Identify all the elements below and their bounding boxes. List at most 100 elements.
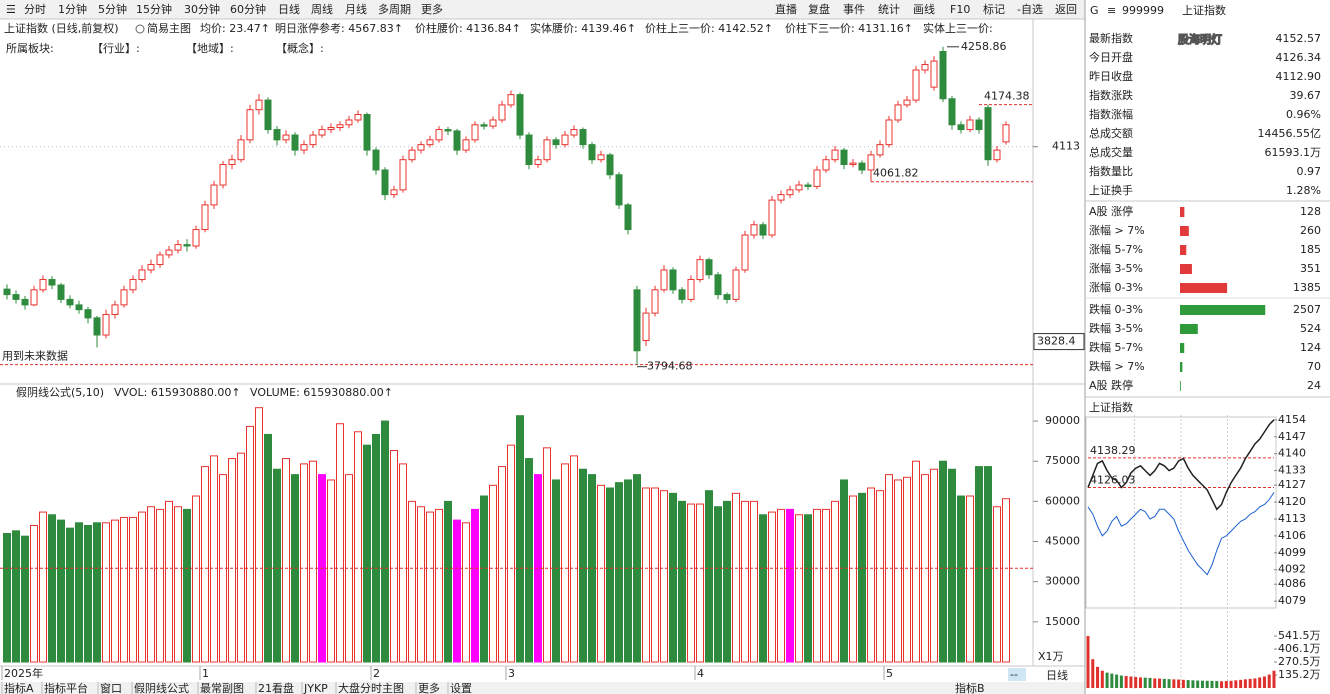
candle-body: [525, 134, 533, 165]
candle-body: [75, 304, 83, 311]
mini-volume-bar: [1200, 680, 1204, 688]
stat-value: 14456.55亿: [1258, 127, 1322, 140]
volume-bar: [831, 500, 839, 663]
volume-bar: [894, 479, 902, 663]
indicator-value: 实体腰价: 4139.46↑: [530, 21, 636, 35]
chart-mode[interactable]: 简易主图: [147, 21, 191, 35]
candle-body: [939, 51, 947, 100]
bottom-tab[interactable]: JYKP: [303, 682, 328, 694]
toolbar-button[interactable]: F10: [950, 3, 970, 16]
volume-bar: [201, 466, 209, 663]
candle-body: [678, 289, 686, 300]
period-tab[interactable]: 分时: [24, 3, 46, 16]
breadth-bar: [1180, 245, 1187, 255]
volume-bar: [741, 500, 749, 663]
volume-bar: [444, 500, 452, 663]
volume-bar: [102, 522, 110, 663]
period-tab[interactable]: 日线: [278, 2, 300, 16]
volume-bar: [30, 524, 38, 663]
bottom-tab[interactable]: 指标A: [4, 681, 34, 694]
mode-icon[interactable]: [135, 24, 145, 34]
breadth-count: 128: [1300, 205, 1321, 218]
candle-body: [624, 204, 632, 231]
candle-body: [201, 204, 209, 231]
stat-value: 4152.57: [1276, 32, 1322, 45]
candle-body: [345, 119, 353, 126]
toolbar-button[interactable]: -自选: [1017, 3, 1043, 16]
toolbar-button[interactable]: 画线: [913, 2, 935, 16]
period-tab[interactable]: 5分钟: [98, 2, 127, 16]
volume-bar: [651, 487, 659, 663]
toolbar-button[interactable]: 直播: [775, 2, 797, 16]
candle-body: [84, 309, 92, 319]
bottom-tab[interactable]: 大盘分时主图: [338, 681, 404, 694]
bottom-tab[interactable]: 指标平台: [44, 681, 88, 694]
candle-body: [705, 259, 713, 276]
mini-y-label: 4133: [1278, 464, 1306, 477]
volume-bar: [606, 487, 614, 663]
bottom-tab[interactable]: 21看盘: [258, 681, 294, 694]
candle-body: [651, 289, 659, 314]
candle-body: [228, 159, 236, 165]
volume-bar: [66, 527, 74, 663]
volume-vvol: VVOL: 615930880.00↑: [114, 386, 241, 399]
volume-bar: [642, 487, 650, 663]
volume-bar: [912, 460, 920, 663]
candle-body: [768, 199, 776, 236]
volume-bar: [390, 450, 398, 663]
period-tab[interactable]: 1分钟: [58, 2, 87, 16]
volume-bar: [867, 487, 875, 663]
candle-body: [948, 98, 956, 126]
mini-volume-bar: [1215, 681, 1219, 688]
toolbar-button[interactable]: 返回: [1055, 3, 1077, 16]
candle-body: [462, 139, 470, 151]
volume-bar: [300, 463, 308, 663]
menu-icon[interactable]: ☰: [6, 3, 16, 16]
candle-body: [444, 129, 452, 132]
mini-volume-bar: [1196, 680, 1200, 688]
bottom-tab[interactable]: 设置: [450, 682, 472, 694]
period-tab[interactable]: 多周期: [378, 2, 411, 16]
volume-bar: [795, 514, 803, 663]
volume-bar: [615, 482, 623, 663]
bottom-tab[interactable]: 假阴线公式: [134, 681, 189, 694]
volume-bar: [804, 514, 812, 663]
volume-bar: [138, 511, 146, 663]
period-tab[interactable]: 60分钟: [230, 2, 266, 16]
volume-bar: [372, 433, 380, 663]
period-tab[interactable]: 更多: [421, 2, 443, 16]
toolbar-button[interactable]: 复盘: [808, 2, 830, 16]
bottom-tab[interactable]: 指标B: [955, 681, 985, 694]
candle-body: [813, 169, 821, 187]
volume-bar: [516, 415, 524, 663]
toolbar-button[interactable]: 统计: [878, 3, 900, 16]
mini-vol-label: 541.5万: [1278, 629, 1321, 642]
low-label: 3794.68: [647, 360, 693, 373]
period-tab[interactable]: 周线: [311, 2, 333, 16]
period-tab[interactable]: 月线: [345, 2, 367, 16]
breadth-label: 涨幅 3-5%: [1089, 262, 1143, 275]
dash-label[interactable]: --: [1010, 668, 1018, 681]
watermark: 股海明灯: [1178, 32, 1222, 46]
breadth-bar: [1180, 207, 1185, 217]
stat-value: 4112.90: [1276, 70, 1322, 83]
bottom-tab[interactable]: 更多: [418, 681, 440, 694]
cursor-label: 3828.4: [1037, 335, 1076, 348]
mini-y-label: 4086: [1278, 577, 1306, 590]
mini-volume-bar: [1177, 679, 1181, 688]
period-label[interactable]: 日线: [1046, 668, 1068, 682]
mini-volume-bar: [1239, 679, 1243, 688]
volume-bar: [237, 452, 245, 663]
candle-body: [372, 149, 380, 171]
toolbar-button[interactable]: 标记: [983, 2, 1005, 16]
period-tab[interactable]: 15分钟: [136, 2, 172, 16]
list-icon: ≡: [1107, 4, 1116, 17]
breadth-label: A股 涨停: [1089, 204, 1133, 218]
y-tick-label: 15000: [1045, 615, 1080, 628]
bottom-tab[interactable]: 最常副图: [200, 682, 244, 694]
period-tab[interactable]: 30分钟: [184, 2, 220, 16]
bottom-tab[interactable]: 窗口: [100, 681, 122, 694]
candle-body: [174, 244, 182, 251]
toolbar-button[interactable]: 事件: [843, 3, 865, 16]
dash-box[interactable]: [1008, 668, 1026, 681]
